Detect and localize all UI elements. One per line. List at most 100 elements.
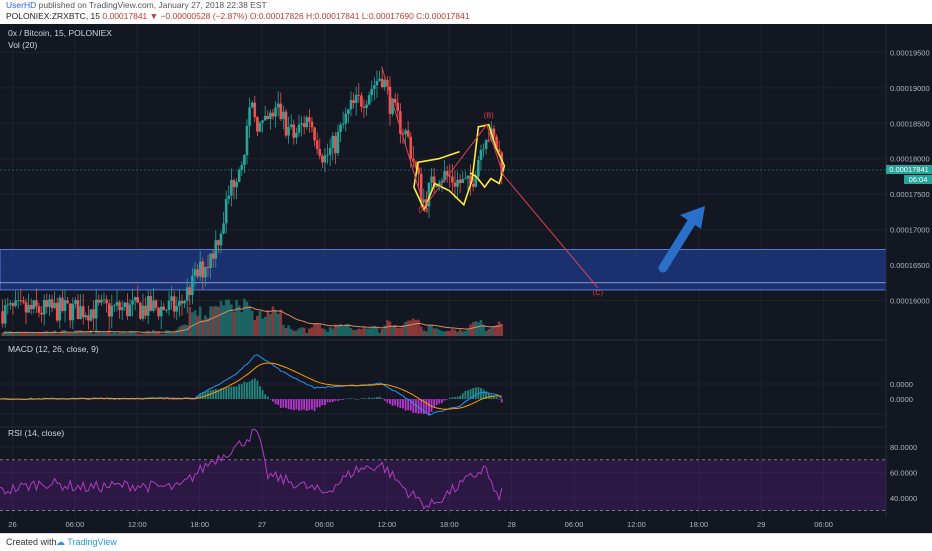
volume-bar [58, 333, 62, 336]
macd-histogram-bar [370, 398, 373, 399]
wave-label: (B) [484, 111, 495, 120]
volume-bar [217, 306, 220, 336]
candle-body [334, 135, 337, 154]
tradingview-logo[interactable]: ☁ TradingView [56, 537, 117, 548]
volume-bar [295, 330, 298, 336]
candle-body [24, 302, 28, 313]
volume-bar [414, 320, 418, 336]
candle-body [380, 78, 384, 88]
candle-body [76, 300, 80, 320]
candle-body [284, 111, 288, 136]
macd-histogram-bar [292, 399, 295, 411]
candle-body [227, 195, 231, 199]
instrument-label: 0x / Bitcoin, 15, POLONIEX [8, 28, 112, 38]
candle-body [37, 306, 41, 313]
candle-body [144, 305, 147, 316]
candle-body [97, 299, 101, 303]
candle-body [282, 111, 285, 120]
candle-body [240, 165, 244, 170]
macd-histogram-bar [264, 394, 267, 399]
volume-bar [185, 324, 189, 336]
macd-histogram-bar [126, 399, 129, 400]
macd-histogram-bar [357, 398, 360, 400]
macd-histogram [0, 378, 503, 416]
macd-histogram-bar [428, 399, 430, 416]
candle-body [48, 299, 51, 307]
macd-histogram-bar [459, 395, 462, 399]
candle-body [172, 296, 176, 312]
volume-bar [370, 327, 374, 336]
macd-histogram-bar [443, 399, 446, 401]
volume-bar [110, 333, 114, 336]
candle-body [396, 102, 400, 112]
volume-bar [284, 328, 288, 336]
macd-histogram-bar [474, 387, 477, 399]
volume-bar [162, 333, 166, 336]
macd-histogram-bar [495, 396, 498, 399]
candle-body [235, 181, 238, 188]
macd-histogram-bar [279, 399, 282, 408]
candle-body [435, 186, 439, 187]
candle-body [11, 303, 15, 307]
volume-bar [16, 331, 20, 336]
candle-body [167, 300, 171, 311]
candle-body [430, 176, 433, 183]
volume-bar [365, 328, 368, 336]
time-tick-label: 27 [258, 520, 266, 529]
volume-bar [144, 332, 147, 336]
candle-body [295, 132, 298, 138]
volume-bar [227, 299, 231, 336]
macd-histogram-bar [274, 399, 277, 405]
volume-bar [196, 315, 199, 336]
volume-bar [201, 319, 205, 336]
candle-body [458, 179, 462, 184]
macd-histogram-bar [259, 386, 261, 399]
volume-bar [300, 327, 303, 336]
volume-bar [50, 332, 54, 336]
volume-bar [14, 331, 17, 336]
macd-histogram-bar [412, 399, 415, 413]
macd-histogram-bar [394, 399, 397, 406]
volume-bar [136, 333, 140, 336]
candle-body [414, 161, 418, 168]
macd-histogram-bar [243, 381, 246, 399]
author-link[interactable]: UserHD [6, 0, 37, 10]
macd-histogram-bar [220, 388, 222, 399]
candle-body [367, 95, 371, 105]
volume-bar [406, 320, 410, 336]
volume-bar [35, 333, 38, 336]
candle-body [6, 304, 10, 306]
volume-bar [464, 330, 467, 336]
macd-histogram-bar [433, 399, 436, 408]
price-axis-ticks: 0.00019500 0.00019000 0.00018500 0.00018000… [890, 48, 930, 305]
volume-bar [211, 306, 215, 336]
macd-histogram-bar [194, 399, 196, 400]
candle-body [201, 261, 205, 278]
candle-body [206, 266, 210, 268]
macd-histogram-bar [422, 399, 425, 415]
macd-histogram-bar [363, 397, 365, 399]
time-tick-label: 29 [757, 520, 765, 529]
candle-body [217, 240, 220, 246]
last-price-badge [886, 165, 932, 175]
rsi-label: RSI (14, close) [8, 428, 64, 438]
candle-body [92, 309, 95, 319]
candle-body [357, 94, 361, 96]
volume-bar [154, 331, 158, 336]
volume-bar [131, 331, 134, 336]
volume-bar [274, 310, 277, 336]
macd-histogram-bar [399, 399, 402, 408]
candle-body [495, 136, 498, 150]
chart-canvas[interactable]: (A) (B) (C) 0.00019500 0.00019000 0.00018500… [0, 24, 932, 533]
volume-ma-line [2, 306, 502, 334]
candle-body [53, 302, 56, 308]
candle-body [360, 95, 363, 107]
volume-bar [375, 327, 379, 336]
macd-histogram-bar [240, 383, 243, 399]
volume-bar [157, 331, 160, 336]
candle-body [94, 299, 98, 319]
candle-body [14, 300, 17, 307]
volume-bar [1, 333, 4, 336]
symbol-label: POLONIEX:ZRXBTC, 15 [6, 11, 100, 21]
candle-body [165, 310, 168, 311]
